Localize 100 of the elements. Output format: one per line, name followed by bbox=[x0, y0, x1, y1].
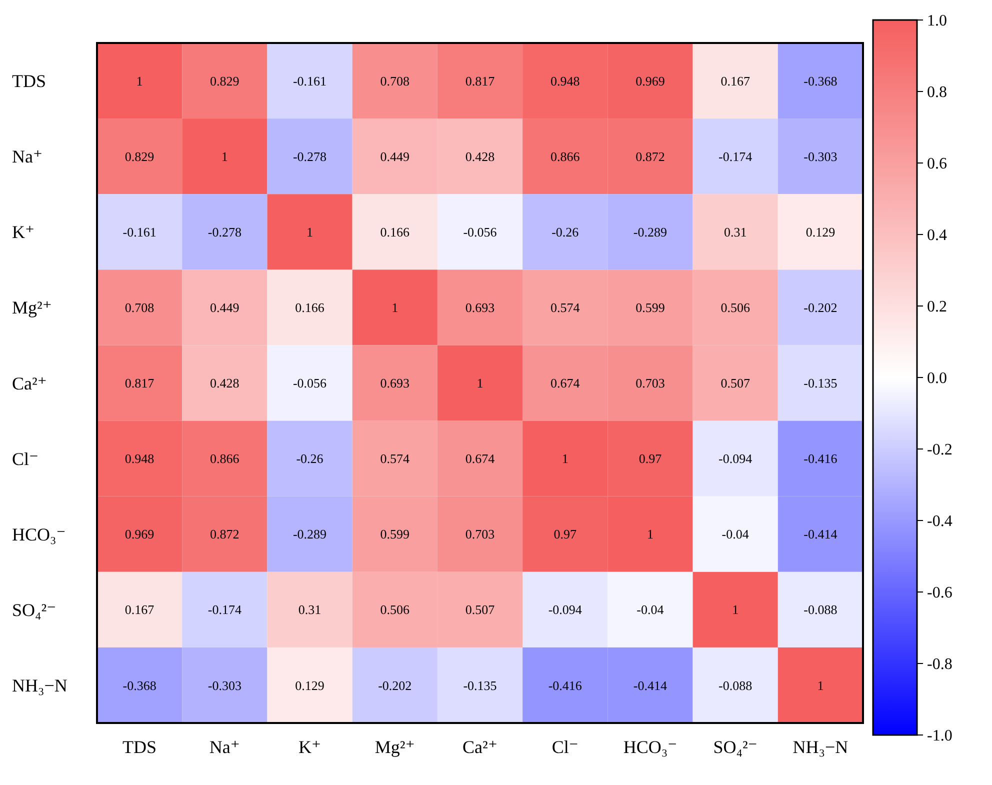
data-label: 0.166 bbox=[295, 300, 325, 315]
x-tick-label: TDS bbox=[122, 737, 157, 757]
data-label: -0.303 bbox=[804, 148, 838, 164]
data-label: 0.708 bbox=[380, 73, 410, 88]
y-tick-label: Cl⁻ bbox=[12, 448, 39, 469]
data-label: -0.202 bbox=[804, 300, 838, 315]
data-label: 1 bbox=[562, 451, 568, 466]
data-label: -0.088 bbox=[804, 602, 838, 618]
color-bar-label: 0.8 bbox=[927, 84, 947, 102]
data-label: 0.872 bbox=[210, 526, 240, 542]
data-label: 0.574 bbox=[380, 451, 410, 466]
data-label: 0.167 bbox=[124, 602, 155, 618]
data-label: 1 bbox=[392, 300, 398, 315]
y-tick-label: Na⁺ bbox=[12, 146, 42, 167]
data-label: -0.135 bbox=[463, 678, 497, 693]
data-label: 0.506 bbox=[380, 602, 410, 618]
data-label: -0.416 bbox=[804, 451, 838, 466]
color-bar-label: 1.0 bbox=[927, 12, 947, 30]
x-tick-label: Ca²⁺ bbox=[462, 737, 498, 757]
data-label: 0.599 bbox=[380, 526, 410, 542]
y-tick-label: NH₃−N bbox=[12, 676, 68, 696]
data-label: -0.174 bbox=[208, 602, 242, 618]
data-label: 0.31 bbox=[298, 602, 322, 618]
data-label: -0.289 bbox=[633, 224, 668, 240]
data-label: 0.97 bbox=[554, 526, 577, 542]
y-tick-label: SO₄²⁻ bbox=[12, 600, 56, 620]
data-label: -0.094 bbox=[718, 451, 753, 466]
color-bar-label: 0.0 bbox=[927, 370, 947, 388]
data-label: -0.26 bbox=[552, 224, 580, 240]
data-label: 0.708 bbox=[124, 300, 154, 315]
x-tick-label: Mg²⁺ bbox=[374, 737, 415, 757]
data-label: -0.088 bbox=[718, 678, 752, 693]
data-label: 0.829 bbox=[124, 148, 154, 164]
data-label: -0.278 bbox=[208, 224, 242, 240]
color-bar-label: -1.0 bbox=[927, 728, 952, 745]
color-bar-label: 0.4 bbox=[927, 227, 947, 244]
data-label: -0.414 bbox=[804, 526, 838, 542]
data-label: 0.817 bbox=[465, 73, 496, 88]
data-label: 0.674 bbox=[550, 376, 580, 391]
color-bar-label: -0.4 bbox=[927, 513, 952, 530]
data-label: -0.368 bbox=[804, 73, 838, 88]
data-label: -0.04 bbox=[636, 602, 664, 618]
x-tick-label: SO₄²⁻ bbox=[713, 737, 758, 757]
data-label: -0.26 bbox=[296, 451, 324, 466]
data-label: -0.414 bbox=[633, 678, 668, 693]
data-label: 0.129 bbox=[806, 224, 836, 240]
color-bar-label: 0.6 bbox=[927, 156, 947, 173]
data-label: 0.166 bbox=[380, 224, 410, 240]
x-tick-label: NH₃−N bbox=[792, 737, 848, 757]
data-label: 0.428 bbox=[465, 148, 495, 164]
data-label: -0.303 bbox=[208, 678, 242, 693]
data-label: -0.161 bbox=[292, 73, 327, 88]
data-label: -0.161 bbox=[122, 224, 156, 240]
data-label: 0.693 bbox=[465, 300, 495, 315]
data-label: 1 bbox=[221, 148, 228, 164]
y-tick-label: K⁺ bbox=[12, 222, 34, 242]
data-label: 0.599 bbox=[636, 300, 665, 315]
data-label: 0.507 bbox=[720, 376, 750, 391]
data-label: 1 bbox=[646, 526, 654, 542]
data-label: -0.174 bbox=[718, 148, 753, 164]
x-tick-label: HCO₃⁻ bbox=[623, 737, 678, 757]
data-label: 0.574 bbox=[550, 300, 580, 315]
color-bar-label: -0.2 bbox=[927, 442, 952, 459]
data-label: 1 bbox=[817, 678, 824, 693]
data-label: 0.703 bbox=[636, 376, 665, 391]
data-label: 0.129 bbox=[295, 678, 324, 693]
data-label: 0.829 bbox=[210, 73, 240, 88]
data-label: 0.674 bbox=[465, 451, 496, 466]
y-tick-label: TDS bbox=[12, 71, 46, 92]
data-label: 0.449 bbox=[380, 148, 410, 164]
data-label: 0.703 bbox=[465, 526, 495, 542]
data-label: 1 bbox=[476, 376, 484, 391]
data-label: 0.948 bbox=[124, 451, 154, 466]
data-label: 1 bbox=[136, 73, 143, 88]
y-tick-label: HCO₃⁻ bbox=[12, 524, 66, 544]
data-label: 0.866 bbox=[550, 148, 580, 164]
data-label: -0.368 bbox=[122, 678, 156, 693]
data-label: -0.135 bbox=[804, 376, 838, 391]
x-tick-label: Cl⁻ bbox=[552, 737, 578, 757]
y-tick-label: Ca²⁺ bbox=[12, 373, 47, 394]
data-label: 0.948 bbox=[550, 73, 580, 88]
data-label: 0.506 bbox=[720, 300, 750, 315]
data-label: 0.693 bbox=[380, 376, 410, 391]
data-label: 1 bbox=[732, 602, 739, 618]
data-label: 0.817 bbox=[124, 376, 155, 391]
data-label: 0.31 bbox=[724, 224, 747, 240]
color-bar-label: 0.2 bbox=[927, 298, 947, 316]
x-tick-label: K⁺ bbox=[298, 737, 322, 757]
data-label: 1 bbox=[306, 224, 314, 240]
data-label: 0.969 bbox=[124, 526, 154, 542]
data-label: 0.507 bbox=[465, 602, 496, 618]
data-label: 0.872 bbox=[636, 148, 665, 164]
data-label: 0.449 bbox=[210, 300, 240, 315]
y-tick-label: Mg²⁺ bbox=[12, 298, 52, 318]
data-label: 0.866 bbox=[210, 451, 240, 466]
data-label: -0.278 bbox=[292, 148, 327, 164]
data-label: -0.056 bbox=[292, 376, 328, 391]
data-label: -0.056 bbox=[463, 224, 498, 240]
data-label: 0.97 bbox=[638, 451, 662, 466]
data-label: -0.289 bbox=[292, 526, 327, 542]
